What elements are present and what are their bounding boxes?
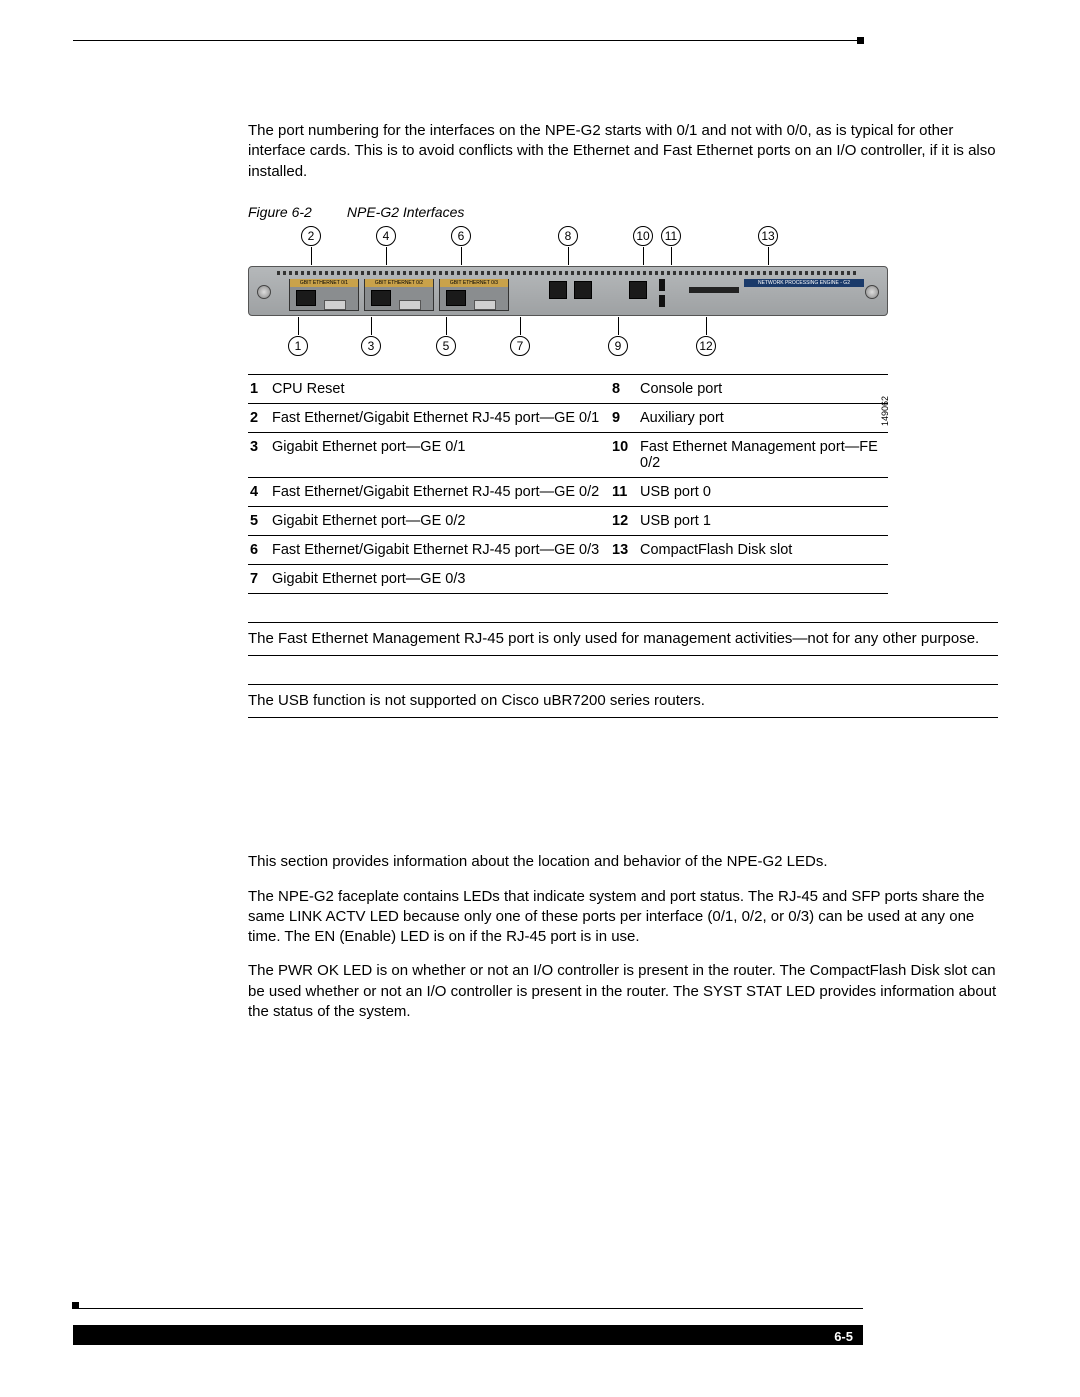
callout-7: 7 — [510, 336, 530, 356]
row-desc: Fast Ethernet/Gigabit Ethernet RJ-45 por… — [270, 403, 610, 432]
device-faceplate: GBIT ETHERNET 0/1GBIT ETHERNET 0/2GBIT E… — [248, 266, 888, 316]
row-num: 9 — [610, 403, 638, 432]
row-desc: Fast Ethernet/Gigabit Ethernet RJ-45 por… — [270, 535, 610, 564]
page-number: 6-5 — [834, 1327, 853, 1347]
row-desc: Fast Ethernet Management port—FE 0/2 — [638, 432, 888, 477]
row-num: 12 — [610, 506, 638, 535]
row-num: 3 — [248, 432, 270, 477]
screw-left — [257, 285, 271, 299]
aux-port-icon — [574, 281, 592, 299]
figure-title: NPE-G2 Interfaces — [347, 204, 465, 220]
table-row: 2Fast Ethernet/Gigabit Ethernet RJ-45 po… — [248, 403, 888, 432]
page-footer: Cisco uBR7200 Series Universal Broadband… — [73, 1308, 1003, 1357]
port-group: GBIT ETHERNET 0/1 — [289, 279, 359, 311]
table-row: 5Gigabit Ethernet port—GE 0/212USB port … — [248, 506, 888, 535]
net-engine-label: NETWORK PROCESSING ENGINE - G2 — [744, 279, 864, 287]
row-desc: CompactFlash Disk slot — [638, 535, 888, 564]
callout-4: 4 — [376, 226, 396, 246]
callout-1: 1 — [288, 336, 308, 356]
figure-label: Figure 6-2 — [248, 204, 343, 220]
interface-table: 1CPU Reset8Console port2Fast Ethernet/Gi… — [248, 374, 888, 594]
table-row: 6Fast Ethernet/Gigabit Ethernet RJ-45 po… — [248, 535, 888, 564]
callout-13: 13 — [758, 226, 778, 246]
console-port-icon — [549, 281, 567, 299]
row-desc: CPU Reset — [270, 374, 610, 403]
row-num: 8 — [610, 374, 638, 403]
callout-11: 11 — [661, 226, 681, 246]
row-desc: Auxiliary port — [638, 403, 888, 432]
header-rule — [73, 40, 863, 41]
row-num: 5 — [248, 506, 270, 535]
row-num: 1 — [248, 374, 270, 403]
section-p3: The PWR OK LED is on whether or not an I… — [248, 961, 998, 1022]
callout-2: 2 — [301, 226, 321, 246]
note-block: NoteThe USB function is not supported on… — [248, 684, 998, 718]
callout-9: 9 — [608, 336, 628, 356]
row-desc: Gigabit Ethernet port—GE 0/3 — [270, 564, 610, 593]
callout-12: 12 — [696, 336, 716, 356]
section-p1: This section provides information about … — [248, 852, 998, 872]
screw-right — [865, 285, 879, 299]
row-num — [610, 564, 638, 593]
callouts-top: 2 4 6 8 10 11 13 — [248, 226, 888, 266]
callout-5: 5 — [436, 336, 456, 356]
table-row: 7Gigabit Ethernet port—GE 0/3 — [248, 564, 888, 593]
row-desc: Console port — [638, 374, 888, 403]
intro-paragraph: The port numbering for the interfaces on… — [248, 121, 998, 182]
port-group: GBIT ETHERNET 0/2 — [364, 279, 434, 311]
row-desc: Fast Ethernet/Gigabit Ethernet RJ-45 por… — [270, 477, 610, 506]
figure-caption: Figure 6-2 NPE-G2 Interfaces — [248, 204, 998, 220]
section-p2: The NPE-G2 faceplate contains LEDs that … — [248, 887, 998, 948]
row-num: 2 — [248, 403, 270, 432]
port-group: GBIT ETHERNET 0/3 — [439, 279, 509, 311]
note-text: The Fast Ethernet Management RJ-45 port … — [248, 622, 998, 656]
row-num: 11 — [610, 477, 638, 506]
row-num: 6 — [248, 535, 270, 564]
note-block: NoteThe Fast Ethernet Management RJ-45 p… — [248, 622, 998, 656]
row-desc: USB port 0 — [638, 477, 888, 506]
usb1-icon — [659, 295, 665, 307]
table-row: 3Gigabit Ethernet port—GE 0/110Fast Ethe… — [248, 432, 888, 477]
image-id: 149062 — [880, 396, 890, 426]
callout-8: 8 — [558, 226, 578, 246]
note-text: The USB function is not supported on Cis… — [248, 684, 998, 718]
cf-slot-icon — [689, 287, 739, 293]
callout-3: 3 — [361, 336, 381, 356]
row-num: 13 — [610, 535, 638, 564]
row-desc: Gigabit Ethernet port—GE 0/1 — [270, 432, 610, 477]
row-num: 7 — [248, 564, 270, 593]
row-desc — [638, 564, 888, 593]
callouts-bot: 1 3 5 7 9 12 — [248, 316, 888, 356]
device-diagram: 2468101113 GBIT ETHERNET 0/1GBIT ETHERNE… — [248, 226, 888, 356]
callout-6: 6 — [451, 226, 471, 246]
row-desc: Gigabit Ethernet port—GE 0/2 — [270, 506, 610, 535]
fe-port-icon — [629, 281, 647, 299]
row-num: 4 — [248, 477, 270, 506]
row-desc: USB port 1 — [638, 506, 888, 535]
usb0-icon — [659, 279, 665, 291]
table-row: 1CPU Reset8Console port — [248, 374, 888, 403]
row-num: 10 — [610, 432, 638, 477]
table-row: 4Fast Ethernet/Gigabit Ethernet RJ-45 po… — [248, 477, 888, 506]
callout-10: 10 — [633, 226, 653, 246]
